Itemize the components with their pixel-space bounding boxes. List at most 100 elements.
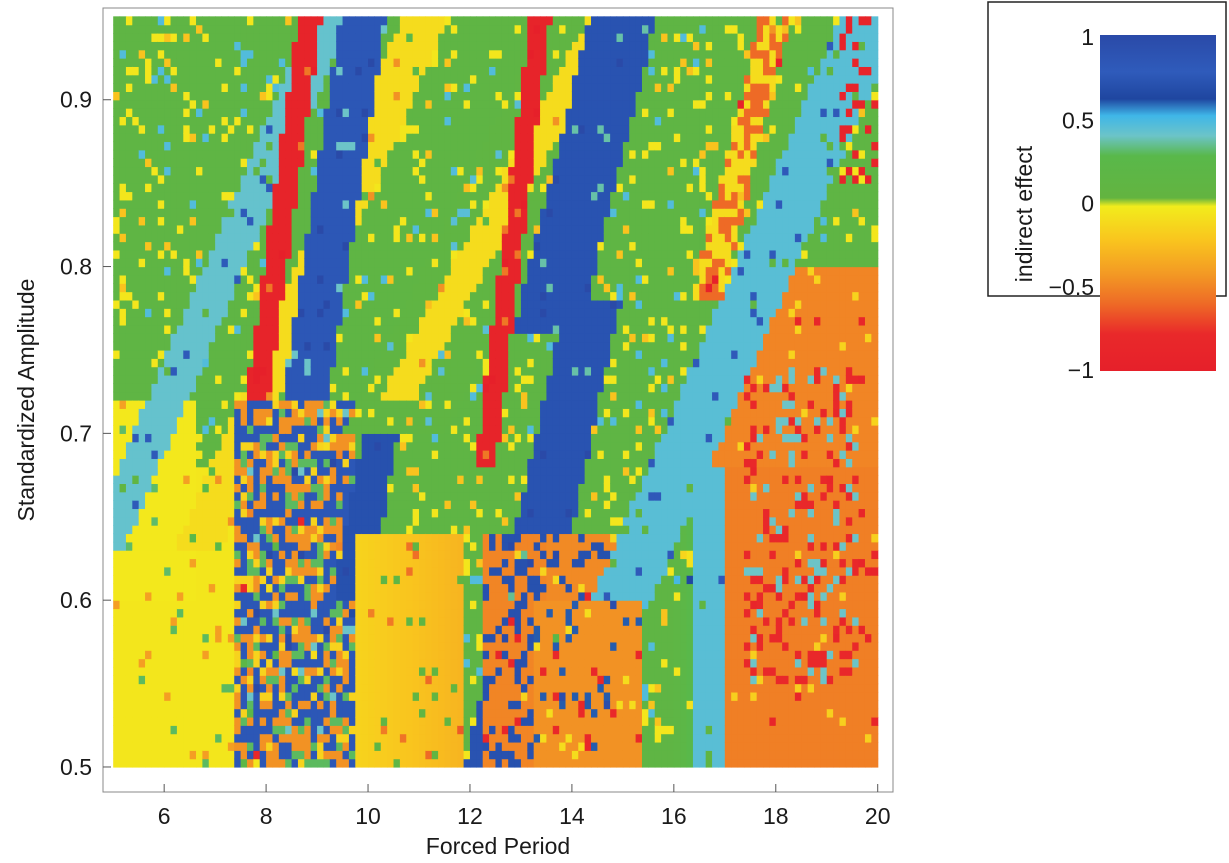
heatmap-cell: [240, 349, 248, 359]
heatmap-cell: [113, 174, 121, 184]
heatmap-cell: [431, 583, 439, 593]
heatmap-cell: [164, 425, 172, 434]
heatmap-cell: [125, 433, 133, 443]
heatmap-cell: [419, 266, 426, 276]
heatmap-cell: [215, 541, 223, 551]
heatmap-cell: [132, 725, 140, 735]
heatmap-cell: [444, 391, 452, 401]
heatmap-cell: [285, 258, 293, 268]
heatmap-cell: [297, 174, 305, 184]
heatmap-cell: [208, 58, 216, 67]
heatmap-cell: [132, 700, 140, 710]
heatmap-cell: [266, 66, 274, 76]
heatmap-cell: [196, 116, 203, 126]
heatmap-cell: [227, 183, 235, 193]
heatmap-cell: [412, 266, 420, 276]
heatmap-cell: [278, 341, 286, 351]
heatmap-cell: [113, 24, 121, 34]
heatmap-cell: [393, 366, 401, 376]
heatmap-cell: [145, 33, 153, 42]
heatmap-cell: [336, 475, 344, 484]
heatmap-cell: [419, 675, 426, 685]
heatmap-cell: [164, 600, 172, 610]
heatmap-cell: [304, 400, 312, 409]
heatmap-cell: [145, 583, 153, 593]
heatmap-cell: [336, 349, 344, 359]
heatmap-cell: [431, 16, 439, 26]
heatmap-cell: [272, 500, 280, 510]
heatmap-cell: [125, 16, 133, 26]
heatmap-cell: [227, 341, 235, 351]
heatmap-cell: [291, 425, 299, 434]
heatmap-cell: [196, 516, 203, 526]
heatmap-cell: [425, 66, 433, 76]
heatmap-cell: [278, 633, 286, 643]
heatmap-cell: [266, 416, 274, 426]
heatmap-cell: [361, 58, 369, 67]
heatmap-cell: [145, 483, 153, 493]
heatmap-cell: [208, 99, 216, 109]
heatmap-cell: [208, 641, 216, 651]
heatmap-cell: [234, 408, 242, 418]
heatmap-cell: [234, 358, 242, 368]
heatmap-cell: [189, 541, 197, 551]
heatmap-cell: [151, 425, 159, 434]
heatmap-cell: [164, 333, 172, 343]
heatmap-cell: [253, 700, 261, 710]
heatmap-cell: [164, 91, 172, 101]
heatmap-cell: [132, 425, 140, 434]
heatmap-cell: [176, 750, 184, 760]
heatmap-cell: [183, 266, 191, 276]
heatmap-cell: [297, 349, 305, 359]
heatmap-cell: [374, 741, 382, 751]
heatmap-cell: [176, 199, 184, 209]
heatmap-cell: [368, 324, 375, 334]
heatmap-cell: [125, 750, 133, 760]
heatmap-cell: [419, 541, 426, 551]
heatmap-cell: [272, 758, 280, 768]
heatmap-cell: [399, 391, 407, 401]
heatmap-cell: [138, 333, 146, 343]
heatmap-cell: [361, 183, 369, 193]
heatmap-cell: [380, 83, 388, 92]
heatmap-cell: [457, 374, 465, 384]
heatmap-cell: [342, 416, 350, 426]
heatmap-cell: [431, 49, 439, 59]
heatmap-cell: [450, 191, 458, 201]
heatmap-cell: [355, 358, 363, 368]
heatmap-cell: [336, 258, 344, 268]
heatmap-cell: [170, 683, 178, 693]
heatmap-cell: [151, 566, 159, 576]
heatmap-cell: [145, 400, 153, 409]
heatmap-cell: [304, 224, 312, 234]
heatmap-cell: [419, 400, 426, 409]
heatmap-cell: [234, 558, 242, 568]
heatmap-cell: [393, 508, 401, 518]
heatmap-cell: [368, 725, 375, 735]
heatmap-cell: [259, 491, 267, 501]
heatmap-cell: [368, 733, 375, 743]
heatmap-cell: [113, 441, 121, 451]
heatmap-cell: [145, 133, 153, 143]
heatmap-cell: [450, 566, 458, 576]
heatmap-cell: [170, 41, 178, 51]
heatmap-cell: [457, 550, 465, 560]
heatmap-cell: [119, 16, 127, 26]
heatmap-cell: [234, 308, 242, 318]
heatmap-cell: [145, 274, 153, 284]
heatmap-cell: [450, 233, 458, 243]
heatmap-cell: [202, 491, 210, 501]
heatmap-cell: [125, 66, 133, 76]
heatmap-cell: [119, 74, 127, 84]
heatmap-cell: [170, 33, 178, 42]
heatmap-cell: [336, 99, 344, 109]
heatmap-cell: [380, 683, 388, 693]
heatmap-cell: [113, 274, 121, 284]
heatmap-cell: [125, 216, 133, 226]
heatmap-cell: [253, 283, 261, 293]
heatmap-cell: [419, 525, 426, 535]
heatmap-cell: [240, 191, 248, 201]
heatmap-cell: [310, 408, 318, 418]
heatmap-cell: [425, 233, 433, 243]
heatmap-cell: [208, 716, 216, 726]
